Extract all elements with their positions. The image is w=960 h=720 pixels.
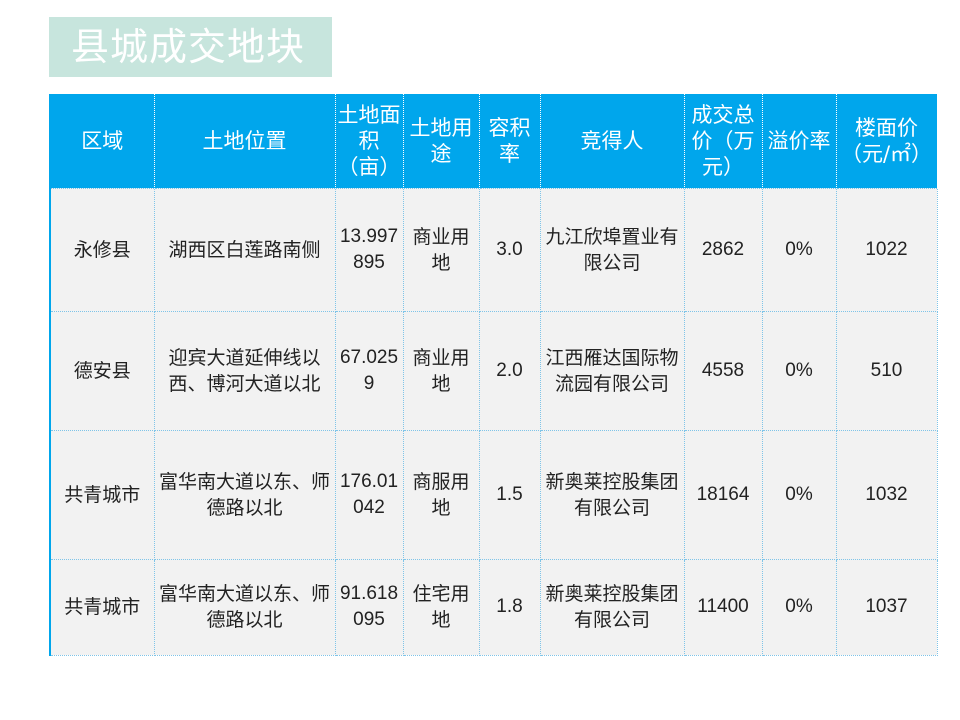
cell-area: 176.01042 [334,429,404,560]
cell-floor-price: 1032 [835,429,938,560]
cell-premium: 0% [761,558,837,656]
header-location: 土地位置 [153,94,336,188]
cell-total-price: 2862 [683,187,763,312]
cell-floor-price: 1037 [835,558,938,656]
cell-area: 67.0259 [334,310,404,431]
header-usage: 土地用途 [402,94,480,188]
cell-premium: 0% [761,429,837,560]
cell-winner: 江西雁达国际物流园有限公司 [539,310,685,431]
land-transactions-table: 区域 土地位置 土地面积（亩） 土地用途 容积率 竞得人 成交总价（万元） 溢价… [49,94,938,656]
cell-usage: 商业用地 [402,310,480,431]
cell-far: 1.8 [478,558,541,656]
table-header-row: 区域 土地位置 土地面积（亩） 土地用途 容积率 竞得人 成交总价（万元） 溢价… [49,94,938,188]
cell-location: 富华南大道以东、师德路以北 [153,558,336,656]
table-row: 永修县 湖西区白莲路南侧 13.997895 商业用地 3.0 九江欣埠置业有限… [49,187,938,312]
cell-total-price: 11400 [683,558,763,656]
page-title: 县城成交地块 [49,17,332,77]
cell-region: 共青城市 [49,429,155,560]
cell-premium: 0% [761,310,837,431]
cell-far: 2.0 [478,310,541,431]
cell-far: 3.0 [478,187,541,312]
header-winner: 竞得人 [539,94,685,188]
cell-usage: 住宅用地 [402,558,480,656]
cell-total-price: 4558 [683,310,763,431]
cell-floor-price: 510 [835,310,938,431]
cell-far: 1.5 [478,429,541,560]
cell-usage: 商业用地 [402,187,480,312]
cell-area: 13.997895 [334,187,404,312]
cell-location: 富华南大道以东、师德路以北 [153,429,336,560]
header-region: 区域 [49,94,155,188]
cell-total-price: 18164 [683,429,763,560]
cell-winner: 九江欣埠置业有限公司 [539,187,685,312]
cell-floor-price: 1022 [835,187,938,312]
header-premium: 溢价率 [761,94,837,188]
header-area: 土地面积（亩） [334,94,404,188]
table-row: 德安县 迎宾大道延伸线以西、博河大道以北 67.0259 商业用地 2.0 江西… [49,310,938,431]
cell-area: 91.618095 [334,558,404,656]
cell-region: 共青城市 [49,558,155,656]
cell-region: 德安县 [49,310,155,431]
cell-location: 迎宾大道延伸线以西、博河大道以北 [153,310,336,431]
cell-winner: 新奥莱控股集团有限公司 [539,429,685,560]
cell-location: 湖西区白莲路南侧 [153,187,336,312]
header-total-price: 成交总价（万元） [683,94,763,188]
cell-premium: 0% [761,187,837,312]
header-floor-price: 楼面价（元/㎡） [835,94,938,188]
table-row: 共青城市 富华南大道以东、师德路以北 176.01042 商服用地 1.5 新奥… [49,429,938,560]
cell-region: 永修县 [49,187,155,312]
table-row: 共青城市 富华南大道以东、师德路以北 91.618095 住宅用地 1.8 新奥… [49,558,938,656]
cell-usage: 商服用地 [402,429,480,560]
header-far: 容积率 [478,94,541,188]
cell-winner: 新奥莱控股集团有限公司 [539,558,685,656]
